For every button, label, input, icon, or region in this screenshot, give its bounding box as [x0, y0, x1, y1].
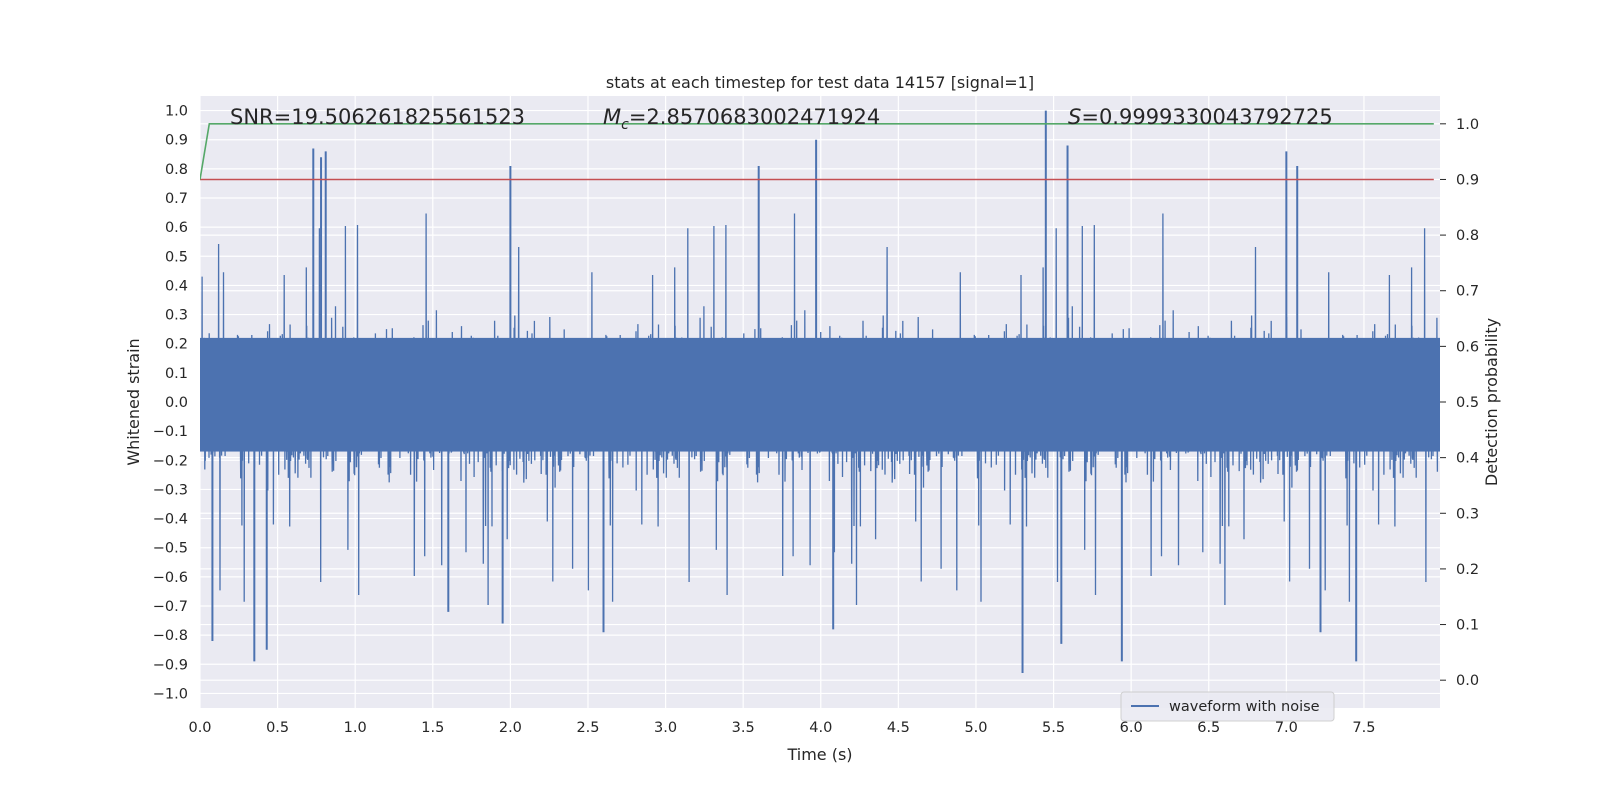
x-tick-label: 3.5	[732, 720, 755, 736]
y-tick-label: −1.0	[153, 686, 188, 702]
x-tick-label: 7.5	[1352, 720, 1375, 736]
y-tick-label: −0.7	[153, 599, 188, 615]
series-probability	[200, 123, 1434, 181]
y-axis-right: 1.0 0.9 0.8 0.7 0.6 0.5 0.4 0.3 0.2 0.1 0.0	[1440, 117, 1479, 689]
x-tick-label: 5.5	[1042, 720, 1065, 736]
x-axis-label: Time (s)	[786, 745, 852, 764]
y-tick-label: 0.7	[165, 191, 188, 207]
y-right-tick-label: 0.4	[1456, 451, 1479, 467]
legend-label-waveform: waveform with noise	[1169, 699, 1320, 715]
y-right-tick-label: 0.0	[1456, 673, 1479, 689]
annotation-chirp-mass-symbol: M	[603, 105, 621, 129]
y-tick-label: −0.6	[153, 570, 188, 586]
y-tick-label: −0.8	[153, 628, 188, 644]
y-tick-label: 0.8	[165, 162, 188, 178]
legend-box	[1120, 691, 1335, 722]
y-tick-label: 0.3	[165, 308, 188, 324]
y-tick-label: −0.5	[153, 541, 188, 557]
x-tick-label: 1.5	[421, 720, 444, 736]
y-tick-label: 0.5	[165, 249, 188, 265]
x-tick-label: 6.5	[1197, 720, 1220, 736]
y-tick-label: −0.1	[153, 424, 188, 440]
x-tick-label: 2.5	[576, 720, 599, 736]
y-tick-label: 0.4	[165, 278, 188, 294]
series-waveform-with-noise	[200, 110, 1440, 674]
y-tick-label: 0.6	[165, 220, 188, 236]
annotation-snr: SNR=19.506261825561523	[230, 105, 525, 129]
waveform-dense-band	[200, 337, 1440, 452]
y-tick-label: −0.4	[153, 512, 188, 528]
y-right-tick-label: 0.8	[1456, 228, 1479, 244]
annotation-chirp-mass-subscript: c	[621, 117, 629, 133]
annotation-s-value: =0.9999330043792725	[1081, 105, 1332, 129]
y-tick-label: 0.9	[165, 133, 188, 149]
x-tick-label: 5.0	[964, 720, 987, 736]
y-right-tick-label: 0.3	[1456, 506, 1479, 522]
y-tick-label: 1.0	[165, 104, 188, 120]
y-tick-label: −0.3	[153, 482, 188, 498]
x-tick-label: 7.0	[1275, 720, 1298, 736]
y-right-tick-label: 0.6	[1456, 339, 1479, 355]
chart-title: stats at each timestep for test data 141…	[606, 73, 1034, 92]
x-tick-label: 0.5	[266, 720, 289, 736]
x-tick-label: 6.0	[1120, 720, 1143, 736]
probability-line	[200, 123, 1434, 180]
x-axis: 0.0 0.5 1.0 1.5 2.0 2.5 3.0 3.5 4.0 4.5 5.0 5.5 6.0 6…	[188, 720, 1375, 736]
y-right-tick-label: 1.0	[1456, 117, 1479, 133]
y-tick-label: 0.1	[165, 366, 188, 382]
x-tick-label: 4.5	[887, 720, 910, 736]
y-right-tick-label: 0.5	[1456, 395, 1479, 411]
x-tick-label: 0.0	[188, 720, 211, 736]
annotation-s: S=0.9999330043792725	[1068, 105, 1333, 129]
x-tick-label: 1.0	[344, 720, 367, 736]
annotation-s-symbol: S	[1068, 105, 1081, 129]
y-axis-label: Whitened strain	[124, 338, 143, 465]
legend: waveform with noise	[1120, 691, 1335, 722]
y-tick-label: 0.0	[165, 395, 188, 411]
y-axis-left: 1.0 0.9 0.8 0.7 0.6 0.5 0.4 0.3 0.2 0.1 0.0 −0.1 −0.…	[153, 104, 188, 703]
y-tick-label: −0.9	[153, 657, 188, 673]
y-right-tick-label: 0.2	[1456, 562, 1479, 578]
y-tick-label: 0.2	[165, 337, 188, 353]
y-right-tick-label: 0.7	[1456, 284, 1479, 300]
x-tick-label: 4.0	[809, 720, 832, 736]
y-tick-label: −0.2	[153, 453, 188, 469]
x-tick-label: 2.0	[499, 720, 522, 736]
y-right-tick-label: 0.9	[1456, 172, 1479, 188]
x-tick-label: 3.0	[654, 720, 677, 736]
y-axis-right-label: Detection probability	[1482, 318, 1501, 486]
annotation-chirp-mass-value: =2.8570683002471924	[629, 105, 880, 129]
annotation-chirp-mass: Mc=2.8570683002471924	[603, 105, 880, 133]
y-right-tick-label: 0.1	[1456, 618, 1479, 634]
